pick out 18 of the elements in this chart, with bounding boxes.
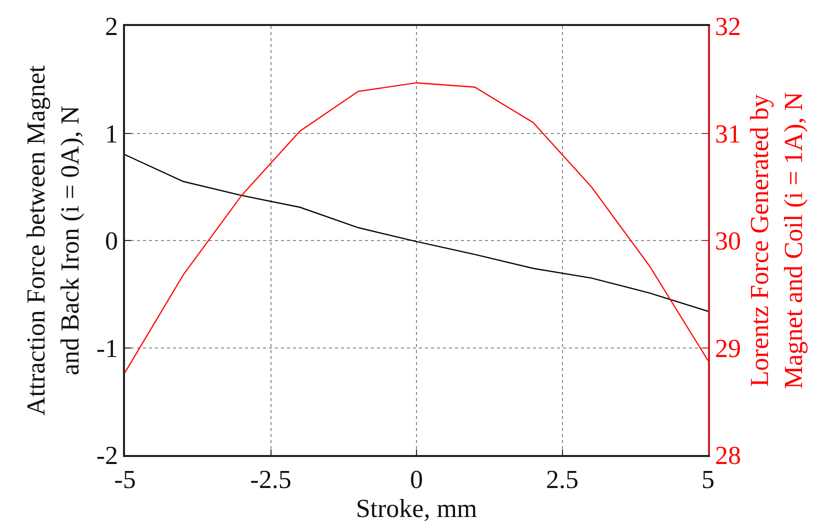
x-tick-label: 5 [702, 464, 714, 494]
y2-tick-label: 29 [714, 334, 741, 363]
y2-tick-label: 31 [714, 119, 741, 148]
x-axis-title: Stroke, mm [356, 494, 478, 523]
x-tick-label: -2.5 [250, 464, 292, 494]
x-tick-label: 2.5 [546, 464, 578, 494]
y-axis-title: Attraction Force between Magnet and Back Iron (i = 0A), N [21, 64, 84, 416]
y-tick-label: 0 [105, 226, 118, 256]
x-tick-label: 0 [410, 464, 423, 494]
line-series [125, 154, 708, 312]
y2-axis-title: Lorentz Force Generated by Magnet and Coil (i = 1A), N [745, 92, 808, 390]
y2-tick-label: 28 [714, 441, 741, 470]
y-tick-label: -1 [96, 334, 118, 363]
y-tick-label: 1 [105, 119, 118, 148]
y2-tick-label: 30 [714, 226, 741, 256]
y-tick-label: 2 [105, 12, 118, 42]
y2-tick-label: 32 [714, 12, 741, 42]
line-series [125, 82, 708, 374]
